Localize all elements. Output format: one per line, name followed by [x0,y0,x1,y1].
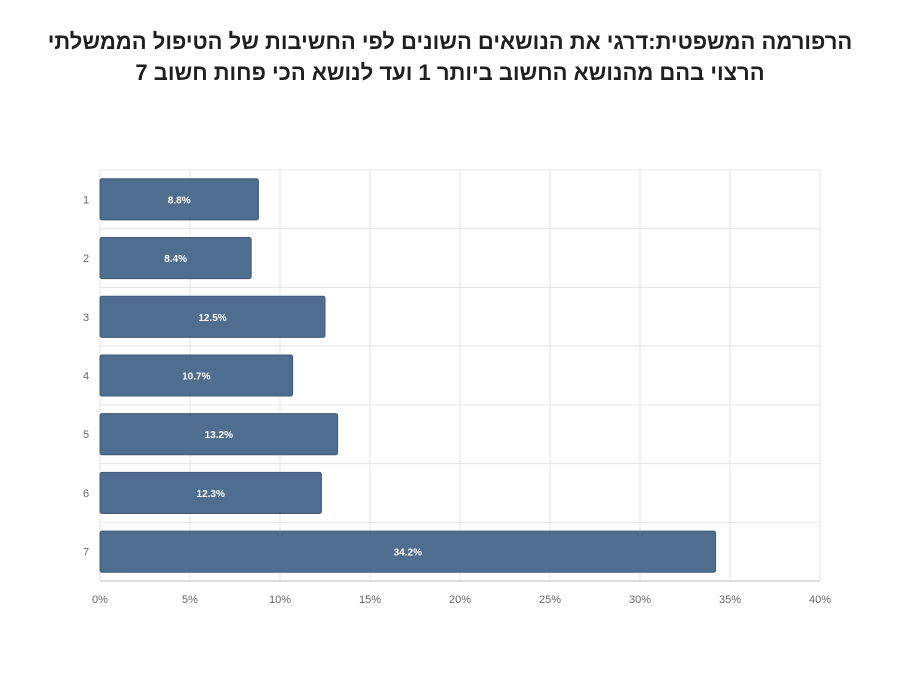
x-tick-label-7: 35% [719,594,741,606]
category-label-6: 6 [83,488,89,500]
bar-6 [99,471,322,514]
bar-value-label-3: 12.5% [198,313,226,324]
category-label-3: 3 [83,312,89,324]
chart-title: הרפורמה המשפטית:דרגי את הנושאים השונים ל… [0,26,900,88]
bar-value-label-1: 8.8% [168,195,191,206]
bar-value-label-5: 13.2% [205,430,233,441]
x-tick-label-3: 15% [359,594,381,606]
category-axis: 1 2 3 4 5 6 7 [83,194,89,558]
bar-value-label-7: 34.2% [394,548,422,559]
x-tick-label-8: 40% [809,594,831,606]
category-label-5: 5 [83,429,89,441]
x-tick-label-6: 30% [629,594,651,606]
bar-4 [99,354,294,397]
category-label-7: 7 [83,547,89,559]
bar-value-label-2: 8.4% [164,254,187,265]
bar-5 [99,413,339,456]
bar-2 [99,237,252,280]
x-tick-label-0: 0% [92,594,108,606]
bars: 8.8% 8.4% 12.5% 10.7% 13.2% 12.3% 34.2% [99,178,717,573]
chart-title-line-1: הרפורמה המשפטית:דרגי את הנושאים השונים ל… [47,29,853,54]
x-tick-label-5: 25% [539,594,561,606]
bar-1 [99,178,259,221]
category-label-1: 1 [83,194,89,206]
chart-title-line-2: הרצוי בהם מהנושא החשוב ביותר 1 ועד לנושא… [135,60,765,85]
bar-value-label-4: 10.7% [182,372,210,383]
bar-3 [99,295,326,338]
bar-7 [99,530,717,573]
x-tick-label-2: 10% [269,594,291,606]
value-axis: 0% 5% 10% 15% 20% 25% 30% 35% 40% [92,594,831,606]
bar-value-label-6: 12.3% [197,489,225,500]
x-tick-label-1: 5% [182,594,198,606]
category-label-4: 4 [83,371,89,383]
category-label-2: 2 [83,253,89,265]
x-tick-label-4: 20% [449,594,471,606]
